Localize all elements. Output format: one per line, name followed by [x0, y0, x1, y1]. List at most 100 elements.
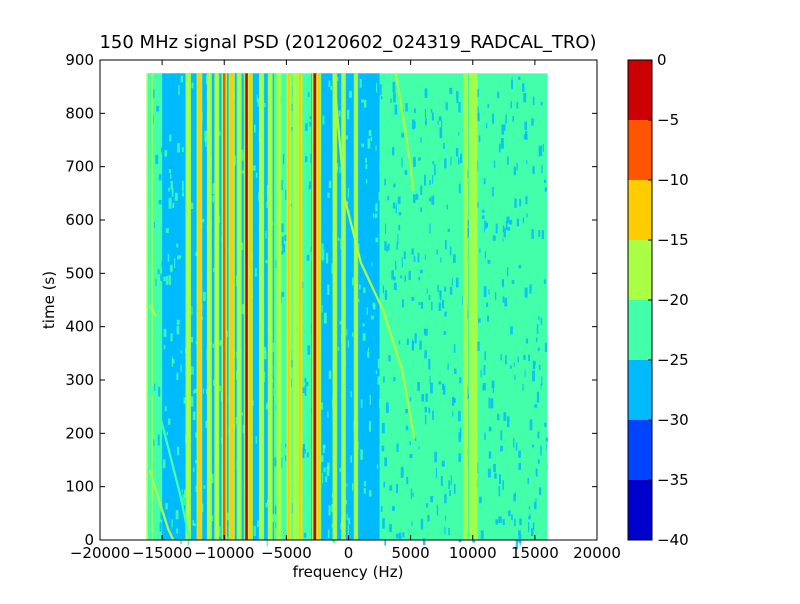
psd-noise	[389, 524, 392, 533]
psd-noise	[418, 446, 420, 450]
psd-noise	[510, 365, 512, 369]
psd-noise	[347, 109, 350, 120]
psd-noise	[398, 211, 402, 216]
psd-noise	[438, 302, 441, 311]
psd-noise	[440, 257, 442, 263]
psd-noise	[381, 422, 385, 434]
psd-noise	[505, 355, 507, 365]
psd-noise	[460, 153, 463, 164]
psd-noise	[375, 370, 378, 374]
colorbar-band	[628, 240, 652, 300]
psd-noise	[540, 101, 543, 106]
psd-noise	[453, 344, 456, 354]
psd-noise	[531, 118, 534, 126]
psd-noise	[351, 332, 354, 337]
psd-noise	[304, 377, 307, 382]
psd-noise	[180, 364, 182, 373]
psd-noise	[396, 443, 399, 452]
psd-noise	[325, 252, 329, 264]
psd-noise	[431, 112, 434, 121]
psd-noise	[367, 351, 370, 358]
psd-noise	[378, 191, 380, 201]
psd-noise	[302, 387, 305, 394]
psd-noise	[392, 81, 396, 93]
psd-noise	[498, 143, 501, 153]
psd-noise	[419, 269, 423, 274]
psd-noise	[490, 398, 494, 409]
colorbar-tick-label: −35	[657, 471, 689, 489]
x-tick-label: 5000	[392, 544, 430, 562]
psd-noise	[401, 299, 404, 308]
x-tick-label: −5000	[261, 544, 312, 562]
psd-noise	[211, 515, 214, 522]
psd-noise	[429, 179, 431, 185]
psd-noise	[310, 153, 313, 164]
psd-noise	[347, 340, 349, 348]
psd-noise	[285, 189, 288, 200]
psd-noise	[544, 187, 548, 192]
psd-noise	[176, 325, 180, 335]
psd-noise	[514, 198, 517, 209]
psd-noise	[309, 116, 313, 120]
psd-noise	[493, 463, 496, 473]
psd-noise	[458, 101, 461, 113]
psd-noise	[170, 268, 172, 273]
psd-stripe	[277, 73, 280, 540]
psd-noise	[158, 199, 162, 205]
psd-noise	[424, 414, 427, 425]
psd-noise	[441, 120, 443, 128]
psd-noise	[391, 270, 394, 280]
psd-noise	[183, 397, 186, 404]
psd-noise	[176, 243, 179, 248]
psd-noise	[327, 462, 330, 470]
psd-noise	[519, 518, 522, 526]
psd-noise	[151, 89, 155, 98]
psd-noise	[322, 115, 325, 125]
psd-noise	[506, 416, 510, 428]
psd-noise	[408, 270, 411, 281]
psd-noise	[346, 201, 349, 205]
psd-stripe	[294, 73, 297, 540]
psd-noise	[428, 407, 431, 414]
psd-noise	[527, 477, 530, 484]
psd-noise	[165, 228, 169, 233]
psd-noise	[505, 220, 508, 230]
psd-noise	[388, 355, 391, 362]
psd-noise	[484, 251, 487, 259]
psd-noise	[219, 385, 222, 392]
psd-noise	[254, 124, 256, 133]
psd-noise	[176, 528, 179, 534]
psd-noise	[541, 230, 544, 240]
psd-noise	[418, 157, 421, 161]
psd-noise	[327, 411, 329, 418]
psd-noise	[170, 264, 173, 272]
psd-noise	[484, 432, 486, 440]
psd-stripe	[223, 73, 226, 540]
psd-noise	[502, 279, 505, 288]
psd-noise	[195, 432, 197, 438]
psd-noise	[537, 431, 540, 439]
psd-noise	[430, 382, 433, 394]
psd-noise	[164, 150, 168, 157]
psd-noise	[458, 539, 462, 543]
psd-noise	[348, 517, 351, 525]
psd-noise	[212, 183, 215, 195]
psd-noise	[526, 159, 528, 164]
psd-noise	[264, 350, 267, 360]
psd-noise	[360, 449, 363, 460]
psd-noise	[363, 287, 366, 294]
psd-noise	[176, 372, 179, 380]
psd-noise	[160, 147, 163, 153]
psd-noise	[175, 510, 179, 520]
psd-noise	[431, 302, 433, 311]
psd-noise	[360, 399, 363, 408]
psd-noise	[346, 483, 348, 487]
psd-noise	[498, 516, 502, 523]
psd-stripe	[249, 73, 252, 540]
psd-noise	[448, 480, 451, 489]
psd-noise	[253, 526, 256, 536]
psd-noise	[266, 200, 269, 209]
psd-noise	[382, 518, 385, 529]
psd-noise	[456, 98, 459, 104]
psd-noise	[154, 383, 156, 392]
